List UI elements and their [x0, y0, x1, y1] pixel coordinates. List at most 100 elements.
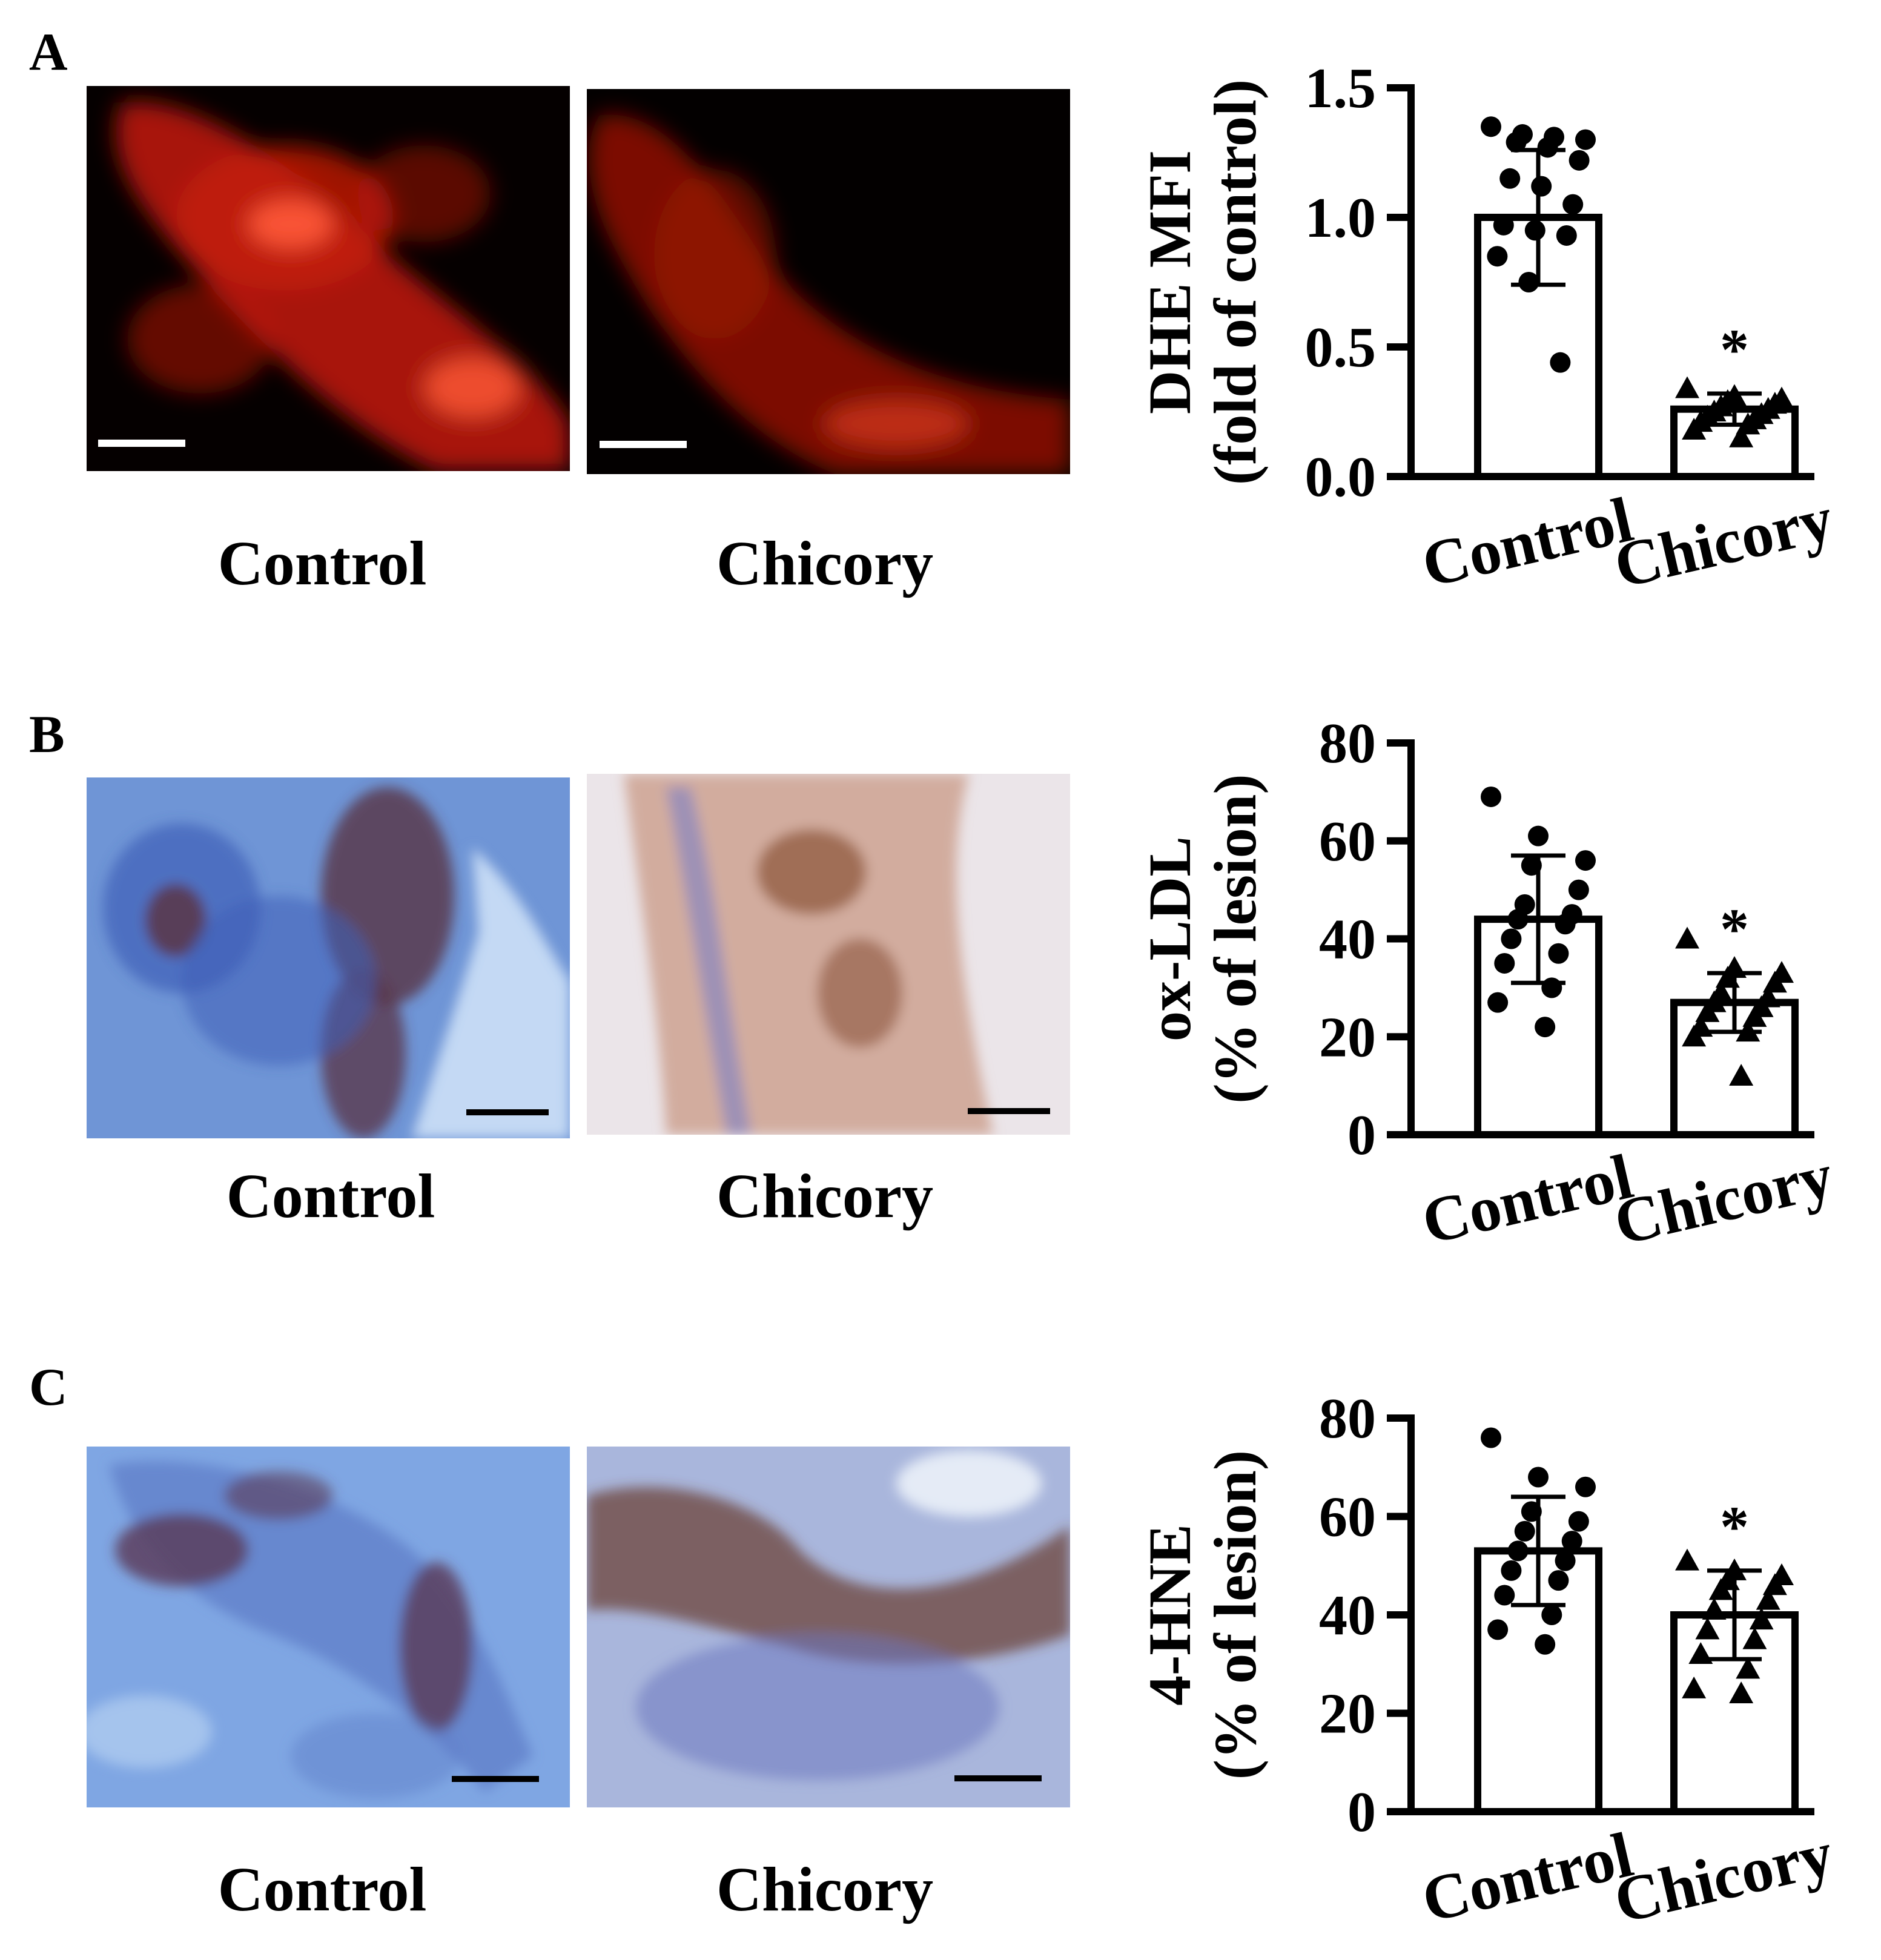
data-point-chicory — [1756, 1588, 1780, 1610]
y-tick-label: 40 — [1319, 908, 1376, 971]
y-tick-label: 20 — [1319, 1683, 1376, 1746]
data-point-chicory — [1695, 1617, 1720, 1640]
data-point-chicory — [1675, 376, 1699, 398]
significance-marker: * — [1720, 1494, 1749, 1559]
y-axis-label-units: (fold of control) — [1202, 79, 1269, 485]
data-point-control — [1568, 879, 1589, 900]
y-tick-label: 0 — [1347, 1104, 1376, 1167]
y-tick-label: 0.5 — [1305, 316, 1377, 379]
oxldl-stain-control — [103, 787, 570, 1138]
data-point-chicory — [1682, 417, 1707, 440]
data-point-control — [1568, 1511, 1589, 1532]
data-point-chicory — [1675, 926, 1699, 949]
scale-bar-b-chicory — [968, 1108, 1050, 1114]
scale-bar-b-control — [466, 1109, 549, 1115]
y-tick-label: 60 — [1319, 810, 1376, 873]
data-point-control — [1561, 1531, 1582, 1552]
significance-marker: * — [1720, 317, 1749, 382]
data-point-control — [1555, 914, 1576, 935]
hne-stain-chicory — [587, 1450, 1070, 1780]
data-point-control — [1550, 352, 1571, 373]
y-tick-label: 20 — [1319, 1006, 1376, 1069]
data-point-control — [1507, 1540, 1529, 1562]
data-point-chicory — [1729, 1063, 1754, 1086]
image-label-a-control: Control — [218, 529, 427, 598]
y-tick-label: 60 — [1319, 1486, 1376, 1549]
data-point-control — [1501, 1560, 1522, 1581]
data-point-control — [1487, 1619, 1509, 1640]
y-tick-label: 0.0 — [1305, 446, 1377, 509]
image-label-a-chicory: Chicory — [716, 529, 933, 598]
micrograph-control-4hne — [87, 1447, 570, 1807]
data-point-chicory — [1749, 1608, 1774, 1630]
data-point-chicory — [1729, 1681, 1754, 1703]
data-point-control — [1514, 1520, 1535, 1542]
data-point-control — [1499, 168, 1521, 189]
dhe-signal-control — [116, 102, 570, 471]
data-point-control — [1541, 1605, 1562, 1625]
oxldl-stain-chicory — [624, 774, 993, 1135]
data-point-control — [1481, 786, 1501, 807]
data-point-control — [1507, 909, 1529, 930]
image-label-b-control: Control — [226, 1161, 435, 1231]
x-tick-label-control: Control — [1416, 1819, 1639, 1936]
data-point-control — [1528, 825, 1549, 846]
chart-ox-ldl: * 0 20 40 60 80 ox-LDL(% of lesion) ControlChic… — [1136, 712, 1839, 1258]
significance-marker: * — [1720, 897, 1749, 962]
data-point-control — [1524, 220, 1545, 241]
data-point-chicory — [1729, 425, 1754, 447]
data-point-control — [1501, 928, 1522, 949]
dhe-signal-chicory — [589, 114, 1070, 474]
data-point-chicory — [1682, 1676, 1707, 1698]
y-axis-label: ox-LDL — [1136, 836, 1203, 1041]
y-tick-label: 1.0 — [1305, 186, 1377, 249]
scale-bar-a-chicory — [600, 441, 687, 448]
image-label-c-chicory: Chicory — [716, 1855, 933, 1924]
data-point-control — [1487, 992, 1509, 1013]
x-tick-label-control: Control — [1416, 484, 1639, 601]
hne-stain-control — [87, 1460, 533, 1798]
micrograph-control-dhe — [87, 86, 570, 471]
data-point-control — [1494, 1585, 1515, 1606]
micrograph-chicory-dhe — [587, 89, 1070, 474]
data-point-chicory — [1688, 1642, 1713, 1664]
y-axis-label-units: (% of lesion) — [1202, 1450, 1269, 1780]
chart-dhe-mfi: * 0.0 0.5 1.0 1.5 DHE MFI(fold of control) Con… — [1136, 57, 1839, 601]
data-point-chicory — [1736, 1657, 1760, 1679]
data-point-control — [1541, 977, 1562, 998]
x-tick-label-chicory: Chicory — [1608, 1140, 1839, 1258]
micrograph-control-oxldl — [87, 777, 570, 1138]
data-point-control — [1575, 1476, 1596, 1497]
y-tick-label: 80 — [1319, 1387, 1376, 1450]
data-point-control — [1569, 150, 1590, 171]
micrograph-chicory-oxldl — [587, 774, 1070, 1135]
data-point-control — [1487, 246, 1508, 267]
data-point-chicory — [1742, 1627, 1767, 1649]
image-label-c-control: Control — [218, 1855, 427, 1924]
panel-a: A Control Chicory *0.00.51. — [29, 23, 1839, 601]
y-axis-label-units: (% of lesion) — [1202, 774, 1269, 1103]
y-tick-label: 1.5 — [1305, 57, 1377, 120]
data-point-control — [1548, 1570, 1569, 1591]
data-point-control — [1548, 943, 1569, 964]
panel-letter-a: A — [29, 23, 68, 82]
y-axis-label: 4-HNE — [1136, 1524, 1203, 1706]
chart-4-hne: * 0 20 40 60 80 4-HNE(% of lesion) ControlChico… — [1136, 1387, 1839, 1936]
x-tick-label-chicory: Chicory — [1608, 1818, 1839, 1936]
scale-bar-a-control — [98, 440, 185, 447]
panel-letter-b: B — [29, 705, 65, 764]
data-point-control — [1556, 225, 1577, 246]
data-point-chicory — [1708, 1578, 1733, 1600]
scale-bar-c-chicory — [954, 1775, 1042, 1781]
data-point-control — [1535, 1017, 1556, 1038]
data-point-control — [1531, 176, 1552, 197]
data-point-control — [1481, 116, 1501, 137]
data-point-control — [1535, 1634, 1556, 1655]
data-point-control — [1506, 131, 1527, 153]
y-tick-label: 80 — [1319, 712, 1376, 775]
data-point-control — [1575, 129, 1596, 150]
micrograph-chicory-4hne — [587, 1447, 1070, 1807]
x-tick-label-chicory: Chicory — [1608, 483, 1839, 601]
data-point-control — [1562, 194, 1584, 215]
